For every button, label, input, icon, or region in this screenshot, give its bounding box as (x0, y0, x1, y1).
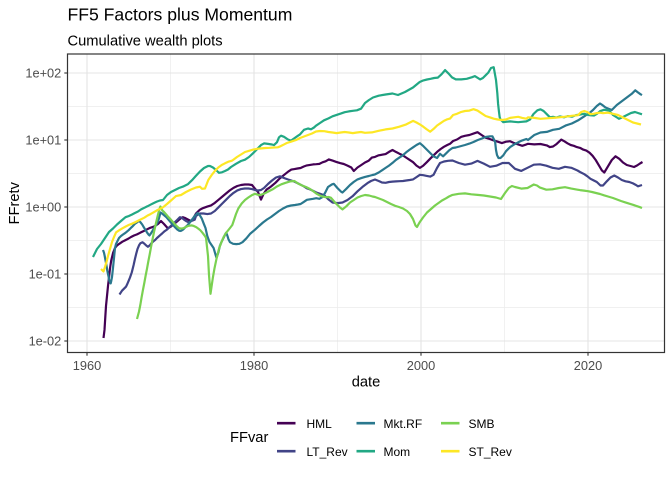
svg-text:2000: 2000 (407, 358, 435, 373)
svg-text:2020: 2020 (574, 358, 602, 373)
svg-text:1e+00: 1e+00 (25, 200, 61, 215)
svg-text:FF5 Factors plus Momentum: FF5 Factors plus Momentum (68, 5, 293, 25)
svg-text:1960: 1960 (73, 358, 101, 373)
svg-text:FFvar: FFvar (230, 430, 268, 446)
svg-text:LT_Rev: LT_Rev (307, 445, 348, 459)
svg-text:1980: 1980 (240, 358, 268, 373)
svg-text:HML: HML (307, 417, 333, 431)
svg-text:1e+01: 1e+01 (25, 133, 61, 148)
svg-text:FFretv: FFretv (7, 181, 23, 224)
svg-text:1e+02: 1e+02 (25, 66, 61, 81)
svg-text:1e-01: 1e-01 (29, 267, 62, 282)
svg-text:SMB: SMB (469, 417, 495, 431)
svg-text:Mkt.RF: Mkt.RF (384, 417, 423, 431)
svg-text:Mom: Mom (384, 445, 411, 459)
svg-text:1e-02: 1e-02 (29, 334, 62, 349)
svg-text:ST_Rev: ST_Rev (469, 445, 512, 459)
svg-text:Cumulative wealth plots: Cumulative wealth plots (68, 33, 223, 49)
svg-text:date: date (352, 375, 381, 391)
